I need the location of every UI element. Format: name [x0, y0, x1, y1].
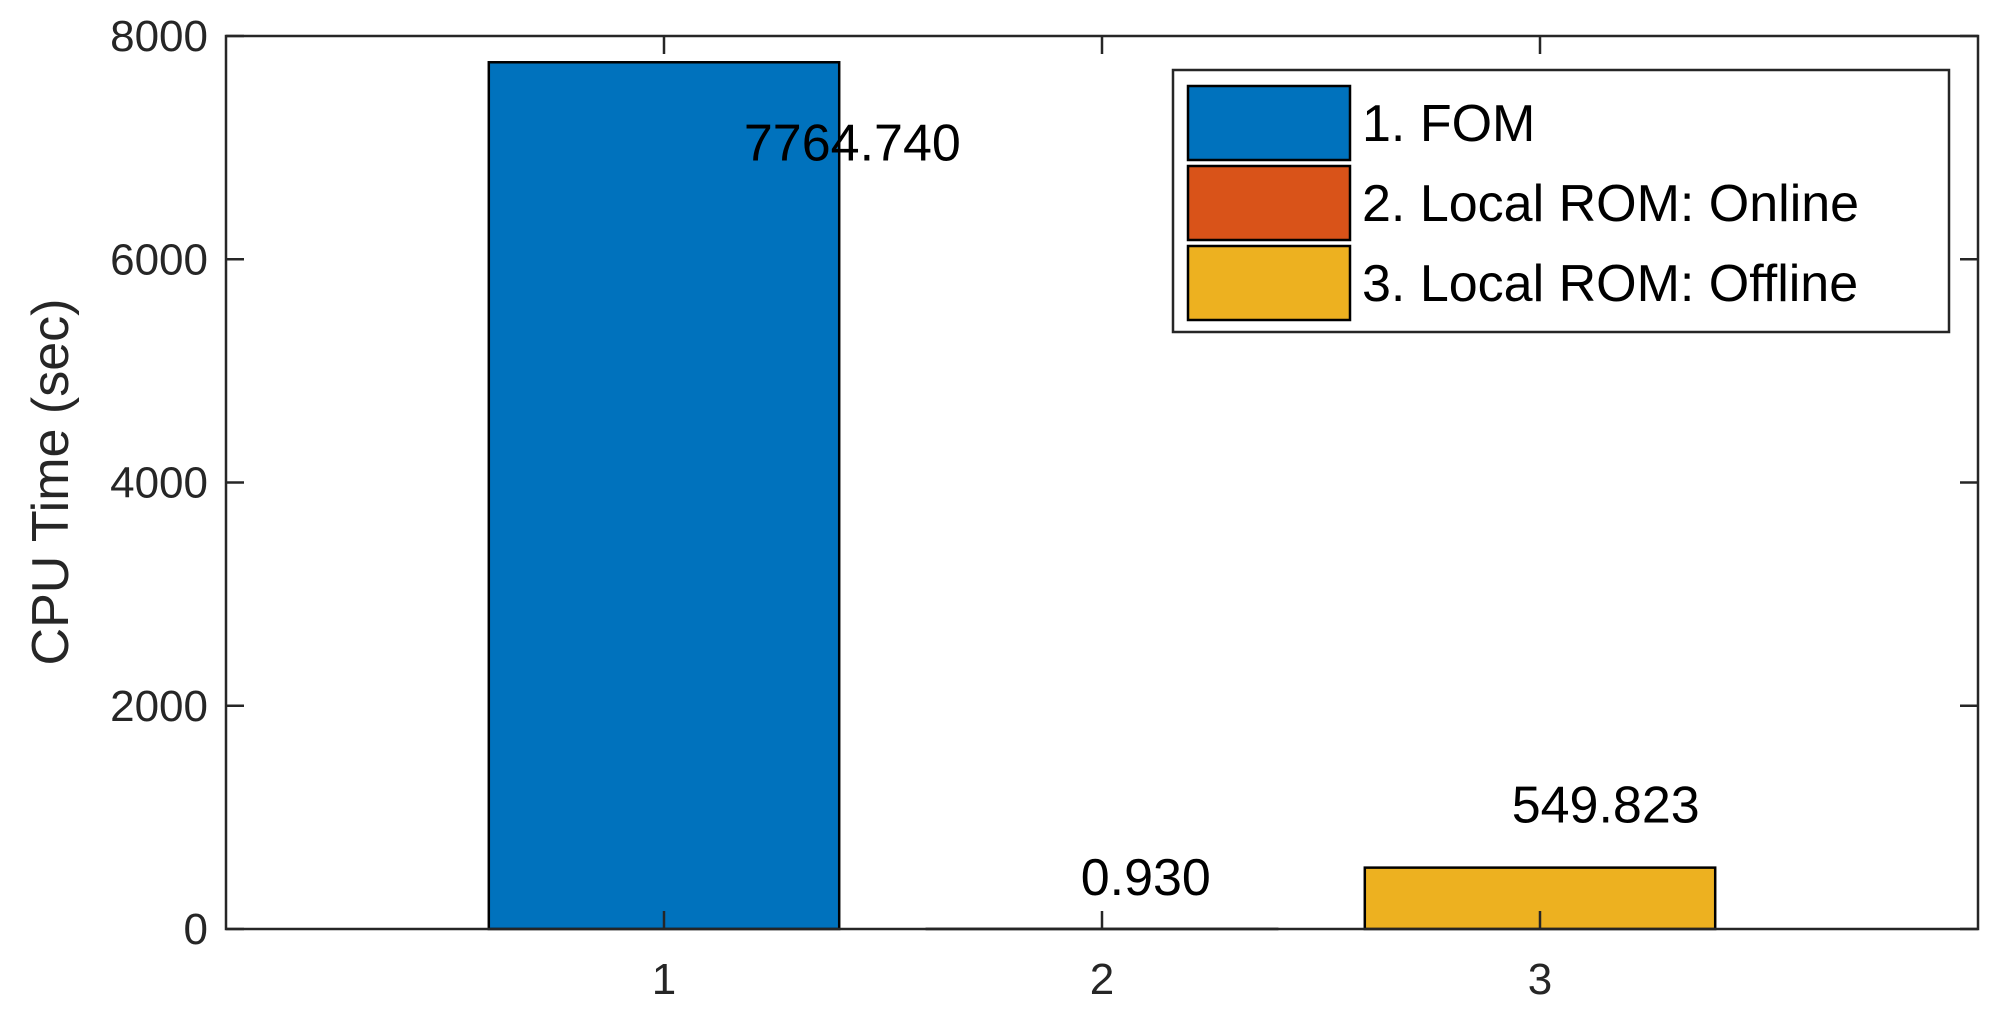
y-tick-label: 4000	[110, 459, 208, 508]
data-label-2: 0.930	[1081, 849, 1211, 907]
x-tick-label: 3	[1528, 955, 1552, 1004]
y-axis-label: CPU Time (sec)	[22, 299, 80, 666]
y-tick-label: 8000	[110, 12, 208, 61]
legend-swatch	[1188, 246, 1350, 320]
y-tick-label: 6000	[110, 235, 208, 284]
legend-label: 3. Local ROM: Offline	[1362, 255, 1858, 313]
x-tick-label: 2	[1090, 955, 1114, 1004]
legend-label: 1. FOM	[1362, 95, 1535, 153]
y-tick-label: 0	[184, 905, 208, 954]
x-tick-label: 1	[652, 955, 676, 1004]
bar-1	[489, 62, 839, 929]
y-tick-label: 2000	[110, 682, 208, 731]
legend-swatch	[1188, 86, 1350, 160]
legend-label: 2. Local ROM: Online	[1362, 175, 1859, 233]
data-label-3: 549.823	[1512, 777, 1700, 835]
data-label-1: 7764.740	[744, 114, 961, 172]
legend-swatch	[1188, 166, 1350, 240]
legend: 1. FOM 2. Local ROM: Online 3. Local ROM: …	[1173, 70, 1949, 332]
